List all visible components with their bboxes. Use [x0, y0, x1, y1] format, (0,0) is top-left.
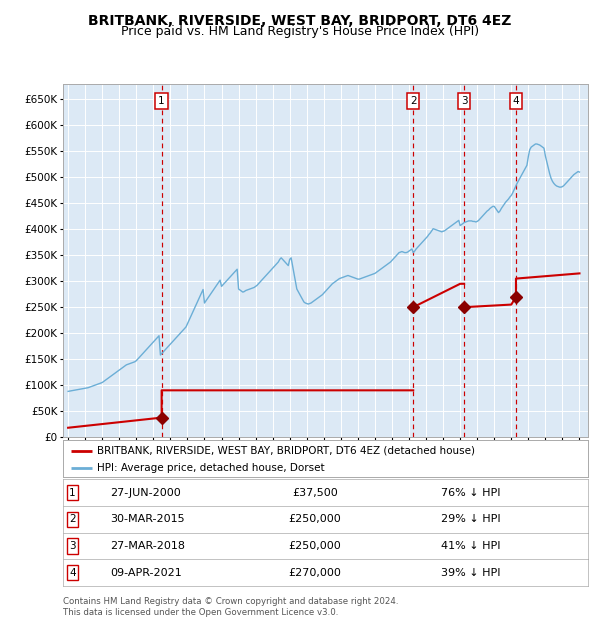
Text: Price paid vs. HM Land Registry's House Price Index (HPI): Price paid vs. HM Land Registry's House …	[121, 25, 479, 38]
Text: Contains HM Land Registry data © Crown copyright and database right 2024.
This d: Contains HM Land Registry data © Crown c…	[63, 598, 398, 617]
Text: 27-JUN-2000: 27-JUN-2000	[110, 487, 181, 498]
Text: 3: 3	[69, 541, 76, 551]
Text: 41% ↓ HPI: 41% ↓ HPI	[441, 541, 500, 551]
Text: 76% ↓ HPI: 76% ↓ HPI	[441, 487, 500, 498]
Text: 4: 4	[69, 567, 76, 578]
Text: £250,000: £250,000	[289, 541, 341, 551]
Text: 27-MAR-2018: 27-MAR-2018	[110, 541, 185, 551]
Text: 09-APR-2021: 09-APR-2021	[110, 567, 182, 578]
Text: HPI: Average price, detached house, Dorset: HPI: Average price, detached house, Dors…	[97, 463, 325, 473]
Text: £270,000: £270,000	[289, 567, 341, 578]
Text: £37,500: £37,500	[292, 487, 338, 498]
Text: 1: 1	[158, 96, 165, 107]
Text: 2: 2	[410, 96, 416, 107]
Text: 39% ↓ HPI: 39% ↓ HPI	[441, 567, 500, 578]
Text: 1: 1	[69, 487, 76, 498]
Text: 30-MAR-2015: 30-MAR-2015	[110, 514, 185, 525]
Text: BRITBANK, RIVERSIDE, WEST BAY, BRIDPORT, DT6 4EZ: BRITBANK, RIVERSIDE, WEST BAY, BRIDPORT,…	[88, 14, 512, 28]
Text: BRITBANK, RIVERSIDE, WEST BAY, BRIDPORT, DT6 4EZ (detached house): BRITBANK, RIVERSIDE, WEST BAY, BRIDPORT,…	[97, 446, 475, 456]
Text: 3: 3	[461, 96, 467, 107]
Text: 29% ↓ HPI: 29% ↓ HPI	[441, 514, 500, 525]
Text: 4: 4	[512, 96, 519, 107]
Text: 2: 2	[69, 514, 76, 525]
Text: £250,000: £250,000	[289, 514, 341, 525]
